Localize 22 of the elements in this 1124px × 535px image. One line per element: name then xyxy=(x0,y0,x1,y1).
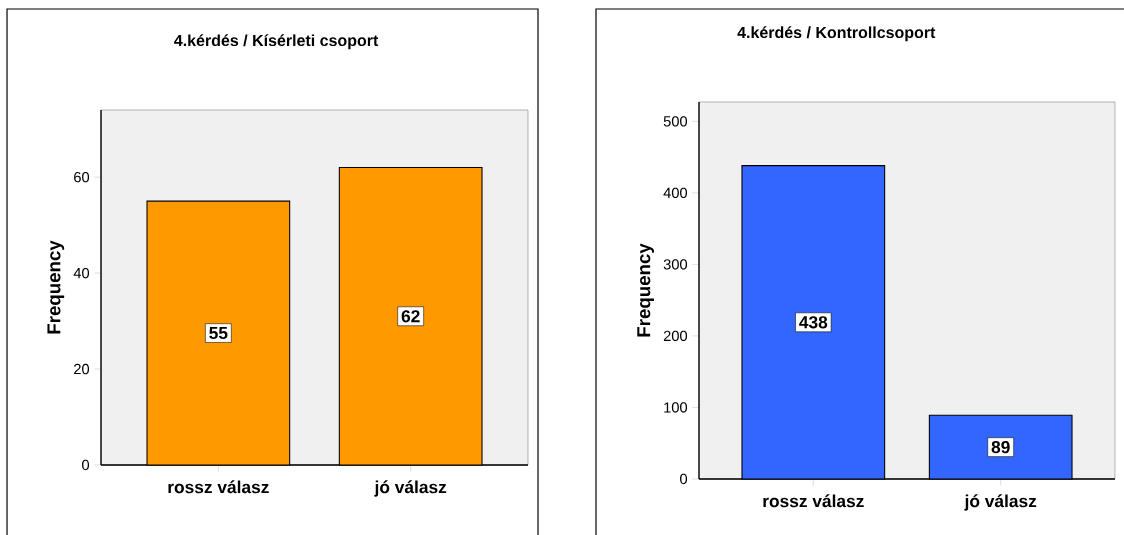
y-axis-title: Frequency xyxy=(47,240,65,334)
data-label: 55 xyxy=(209,327,228,340)
y-tick-label: 20 xyxy=(74,363,90,375)
x-tick-label: rossz válasz xyxy=(763,494,864,508)
data-label: 438 xyxy=(799,316,828,329)
y-tick-label: 500 xyxy=(663,116,688,127)
y-tick-label: 0 xyxy=(680,473,688,485)
y-tick-label: 200 xyxy=(663,330,688,342)
data-label: 89 xyxy=(991,441,1010,454)
x-tick-label: jó válasz xyxy=(964,494,1037,511)
y-tick-label: 40 xyxy=(73,267,90,279)
data-label: 62 xyxy=(401,310,420,323)
y-tick-label: 400 xyxy=(663,187,688,199)
y-tick-label: 100 xyxy=(664,402,688,413)
y-axis-title: Frequency xyxy=(637,243,654,337)
chart-title: 4.kérdés / Kísérleti csoport xyxy=(174,34,379,50)
x-tick-label: rossz válasz xyxy=(168,480,269,494)
x-tick-label: jó válasz xyxy=(374,480,447,497)
y-tick-label: 0 xyxy=(82,459,90,471)
y-tick-label: 300 xyxy=(663,259,688,270)
y-tick-label: 60 xyxy=(74,171,90,183)
chart-title: 4.kérdés / Kontrollcsoport xyxy=(737,26,936,42)
